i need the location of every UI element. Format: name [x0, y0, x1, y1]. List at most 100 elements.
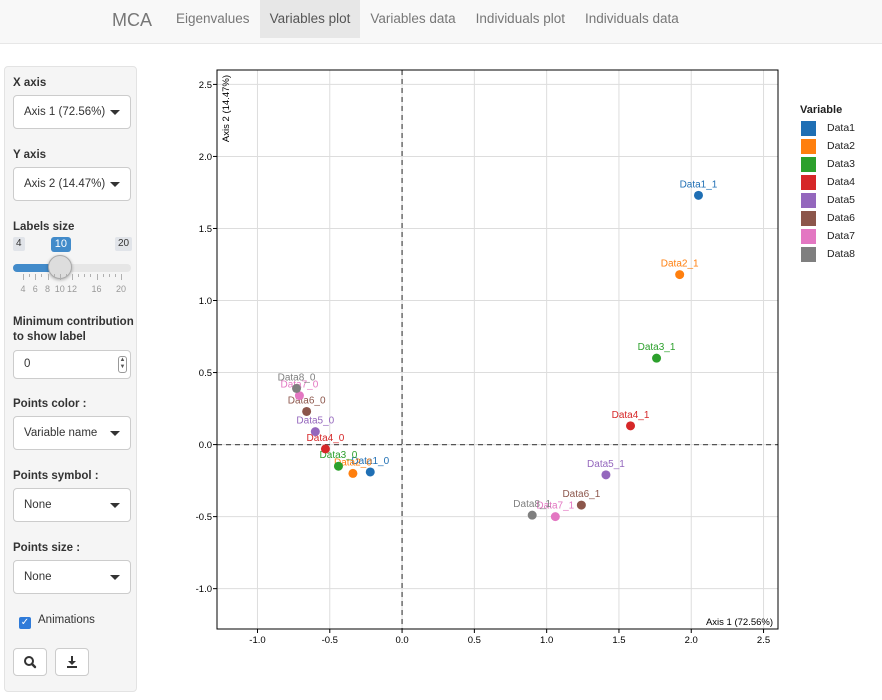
plot-frame	[216, 69, 779, 630]
slider-tick-label: 8	[44, 284, 51, 294]
data-point	[601, 470, 611, 480]
points-size-select[interactable]: None	[13, 560, 131, 594]
legend-item[interactable]: Data8	[800, 247, 880, 263]
chevron-down-icon	[110, 503, 120, 508]
app-brand[interactable]: MCA	[112, 10, 152, 30]
animations-checkbox[interactable]: ✓	[19, 617, 31, 629]
legend-label: Data3	[827, 158, 856, 170]
point-label: Data8_1	[513, 499, 551, 510]
point-label: Data1_1	[680, 179, 718, 190]
points-symbol-label: Points symbol :	[13, 470, 99, 482]
points-color-select[interactable]: Variable name	[13, 416, 131, 450]
legend-swatch	[801, 229, 816, 244]
download-button[interactable]	[55, 648, 89, 676]
x-tick-label: 2.0	[685, 635, 698, 646]
legend-swatch	[801, 175, 816, 190]
nav-tabs: Eigenvalues Variables plot Variables dat…	[166, 0, 689, 44]
x-tick-label: -1.0	[249, 635, 265, 646]
min-contrib-label-line1: Minimum contribution	[13, 316, 134, 328]
legend-label: Data1	[827, 122, 856, 134]
points-symbol-value: None	[24, 499, 52, 511]
variables-scatter-plot[interactable]: -1.0 -0.5 0.0 0.5 1.0 1.5 2.0 2.5 -1.0 -0.5 0.0 0.5…	[185, 66, 785, 646]
min-contrib-input[interactable]: 0 ▲ ▼	[13, 350, 131, 379]
slider-tick	[102, 274, 104, 277]
slider-tick	[53, 274, 55, 277]
slider-tick	[121, 274, 122, 280]
slider-tick	[72, 274, 73, 280]
slider-tick	[59, 274, 61, 280]
min-contrib-label-line2: to show label	[13, 331, 86, 343]
slider-tick	[41, 274, 43, 277]
slider-tick-label: 20	[115, 284, 127, 294]
x-axis-label: X axis	[13, 77, 47, 89]
x-tick-label: 0.0	[395, 635, 408, 646]
data-point	[693, 190, 703, 200]
x-tick-label: 0.5	[468, 635, 481, 646]
point-label: Data5_1	[587, 459, 625, 470]
min-contrib-value: 0	[24, 358, 31, 370]
slider-tick-label: 12	[66, 284, 78, 294]
legend-label: Data2	[827, 140, 856, 152]
tab-variables-plot[interactable]: Variables plot	[259, 0, 361, 38]
point-label: Data8_0	[278, 372, 316, 383]
legend-item[interactable]: Data1	[800, 121, 880, 137]
legend-item[interactable]: Data2	[800, 139, 880, 155]
tab-variables-data[interactable]: Variables data	[370, 11, 456, 26]
slider-tick	[96, 274, 98, 280]
point-label: Data2_1	[661, 259, 699, 270]
legend-item[interactable]: Data7	[800, 229, 880, 245]
slider-tick	[84, 274, 86, 277]
slider-tick-label: 4	[20, 284, 26, 294]
legend-label: Data6	[827, 212, 856, 224]
y-tick-label: 2.0	[199, 152, 212, 163]
slider-max-label: 20	[115, 237, 133, 251]
point-label: Data7_0	[281, 380, 319, 391]
y-tick-label: 0.0	[199, 440, 212, 451]
x-tick-label: 1.0	[540, 635, 553, 646]
data-point	[310, 427, 320, 437]
data-point	[527, 510, 537, 520]
plot-background	[217, 70, 778, 629]
zoom-button[interactable]	[13, 648, 47, 676]
tab-individuals-data[interactable]: Individuals data	[584, 11, 679, 26]
data-point	[576, 500, 586, 510]
y-axis-select[interactable]: Axis 2 (14.47%)	[13, 167, 131, 201]
legend-title: Variable	[800, 104, 843, 116]
point-label: Data1_0	[351, 456, 389, 467]
x-tick-label: -0.5	[322, 635, 338, 646]
data-point	[652, 353, 662, 363]
points-color-value: Variable name	[24, 427, 98, 439]
labels-size-slider-track[interactable]	[13, 264, 131, 272]
slider-tick	[114, 274, 116, 277]
data-point	[294, 391, 304, 401]
legend-item[interactable]: Data6	[800, 211, 880, 227]
tab-eigenvalues[interactable]: Eigenvalues	[176, 11, 250, 26]
legend-swatch	[801, 121, 816, 136]
chevron-down-icon	[110, 110, 120, 115]
slider-tick-label: 16	[91, 284, 102, 294]
legend-swatch	[801, 211, 816, 226]
legend-item[interactable]: Data4	[800, 175, 880, 191]
stepper-icon[interactable]: ▲ ▼	[118, 356, 127, 373]
slider-tick	[65, 274, 67, 277]
legend-item[interactable]: Data5	[800, 193, 880, 209]
legend-swatch	[801, 139, 816, 154]
legend-label: Data5	[827, 194, 856, 206]
legend-swatch	[801, 157, 816, 172]
point-label: Data7_1	[536, 501, 574, 512]
data-point	[292, 383, 302, 393]
slider-tick	[23, 274, 24, 280]
y-tick-label: 1.5	[199, 224, 212, 235]
y-tick-label: -1.0	[196, 584, 212, 595]
labels-size-slider-fill	[13, 264, 60, 272]
legend-swatch	[801, 193, 816, 208]
data-point	[626, 421, 636, 431]
x-axis-select[interactable]: Axis 1 (72.56%)	[13, 95, 131, 129]
point-label: Data4_1	[612, 410, 650, 421]
legend-label: Data4	[827, 176, 856, 188]
legend-item[interactable]: Data3	[800, 157, 880, 173]
points-symbol-select[interactable]: None	[13, 488, 131, 522]
chevron-down-icon	[110, 575, 120, 580]
x-tick-label: 2.5	[757, 635, 770, 646]
tab-individuals-plot[interactable]: Individuals plot	[475, 11, 565, 26]
